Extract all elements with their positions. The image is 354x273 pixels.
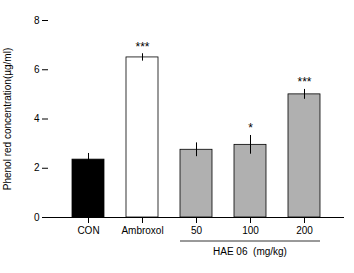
svg-text:4: 4 <box>34 113 40 124</box>
svg-text:***: *** <box>135 40 149 54</box>
svg-text:50: 50 <box>191 225 203 236</box>
svg-text:100: 100 <box>242 225 259 236</box>
svg-text:2: 2 <box>34 162 40 173</box>
svg-text:Phenol red concentration(µg/ml: Phenol red concentration(µg/ml) <box>2 48 13 191</box>
svg-text:200: 200 <box>296 225 313 236</box>
svg-text:HAE 06 (mg/kg): HAE 06 (mg/kg) <box>213 246 287 257</box>
svg-text:0: 0 <box>34 212 40 223</box>
svg-text:6: 6 <box>34 64 40 75</box>
svg-text:8: 8 <box>34 15 40 26</box>
svg-text:*: * <box>248 121 253 135</box>
svg-text:CON: CON <box>77 225 99 236</box>
svg-text:***: *** <box>297 75 311 89</box>
svg-text:Ambroxol: Ambroxol <box>121 225 163 236</box>
